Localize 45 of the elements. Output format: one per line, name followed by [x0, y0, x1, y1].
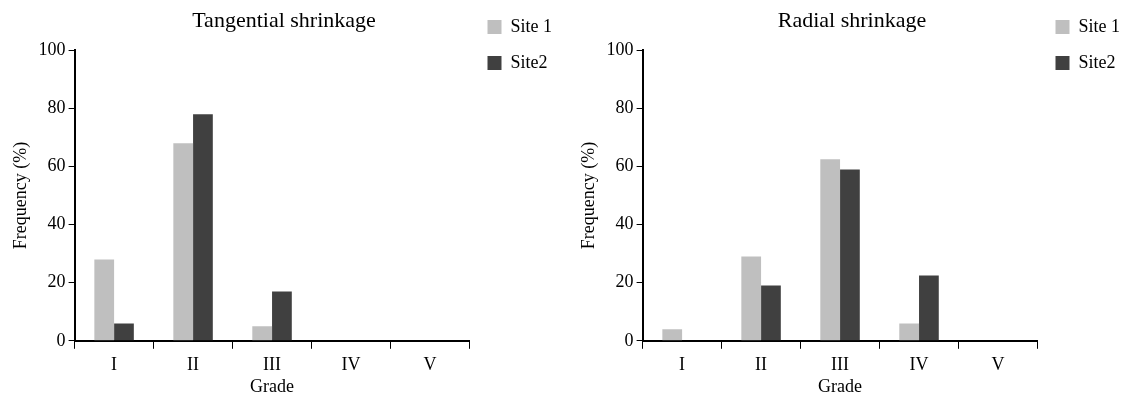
y-tick-label: 100	[606, 39, 634, 60]
x-tick-label: I	[111, 354, 118, 375]
bar	[919, 275, 939, 341]
bar	[741, 256, 762, 341]
x-tick-label: I	[679, 354, 686, 375]
y-axis-title: Frequency (%)	[577, 141, 599, 250]
x-axis-title: Grade	[250, 375, 295, 396]
x-tick-label: IV	[341, 354, 361, 375]
y-tick-label: 100	[38, 39, 66, 60]
legend-label: Site 1	[510, 15, 553, 36]
x-tick-label: II	[755, 354, 768, 375]
y-tick-label: 0	[624, 329, 634, 350]
bar	[899, 323, 920, 341]
y-tick-label: 0	[56, 329, 66, 350]
bar	[252, 326, 273, 341]
legend-label: Site2	[510, 51, 548, 72]
y-tick-label: 20	[47, 271, 66, 292]
y-tick-label: 80	[615, 97, 634, 118]
legend-label: Site 1	[1078, 15, 1121, 36]
y-tick-label: 40	[615, 213, 634, 234]
bar	[761, 285, 781, 341]
y-axis-title: Frequency (%)	[9, 141, 31, 250]
bar	[193, 114, 213, 341]
legend-label: Site2	[1078, 51, 1116, 72]
bar	[272, 291, 292, 341]
y-tick-label: 60	[47, 155, 66, 176]
bar	[173, 143, 194, 341]
bar	[94, 259, 115, 341]
chart-title: Radial shrinkage	[777, 6, 927, 32]
y-tick-label: 40	[47, 213, 66, 234]
chart-title: Tangential shrinkage	[192, 6, 376, 32]
x-tick-label: III	[831, 354, 850, 375]
y-tick-label: 60	[615, 155, 634, 176]
y-tick-label: 20	[615, 271, 634, 292]
x-tick-label: V	[991, 354, 1005, 375]
x-tick-label: IV	[909, 354, 929, 375]
bar	[840, 169, 860, 341]
bar	[820, 159, 841, 341]
x-tick-label: III	[263, 354, 282, 375]
bar	[114, 323, 134, 341]
y-tick-label: 80	[47, 97, 66, 118]
x-axis-title: Grade	[818, 375, 863, 396]
x-tick-label: V	[423, 354, 437, 375]
bar	[662, 329, 683, 341]
x-tick-label: II	[187, 354, 200, 375]
